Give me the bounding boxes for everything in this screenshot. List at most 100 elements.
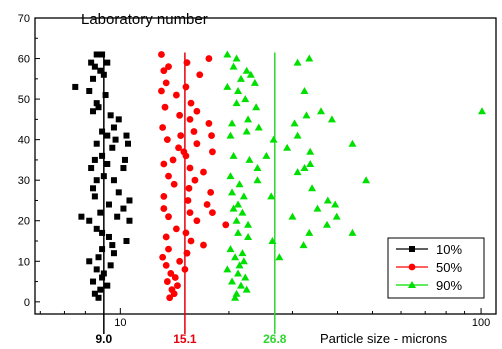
reference-line-label: 15.1 xyxy=(173,332,197,346)
data-point-triangle xyxy=(305,54,314,62)
data-point-triangle xyxy=(223,82,232,90)
data-point-circle xyxy=(165,63,172,71)
data-point-square xyxy=(86,87,93,94)
data-point-circle xyxy=(193,140,201,148)
data-point-circle xyxy=(163,136,171,144)
data-point-circle xyxy=(187,237,195,245)
data-point-square xyxy=(91,290,98,297)
data-point-circle xyxy=(208,132,215,139)
data-point-square xyxy=(78,213,85,220)
data-point-triangle xyxy=(306,147,315,155)
data-point-square xyxy=(107,112,114,119)
data-point-circle xyxy=(163,278,171,285)
data-point-circle xyxy=(165,245,172,253)
data-point-circle xyxy=(169,156,177,164)
data-point-triangle xyxy=(348,139,357,147)
data-point-triangle xyxy=(232,99,241,107)
data-point-triangle xyxy=(299,241,308,249)
x-axis: 10 100 xyxy=(39,308,490,329)
data-point-circle xyxy=(160,160,168,168)
data-point-triangle xyxy=(253,176,262,184)
data-point-triangle xyxy=(244,220,253,228)
data-point-square xyxy=(110,177,117,184)
data-point-triangle xyxy=(234,228,243,236)
reference-lines: 9.0 15.1 26.8 xyxy=(95,52,287,346)
data-point-square xyxy=(104,132,111,139)
data-point-square xyxy=(99,51,106,58)
legend-label: 90% xyxy=(436,278,462,293)
data-point-triangle xyxy=(323,196,332,204)
x-tick-label: 10 xyxy=(114,317,126,329)
series-triangle xyxy=(223,50,487,301)
series-square xyxy=(72,51,133,301)
data-point-circle xyxy=(167,270,175,277)
data-point-square xyxy=(123,132,130,139)
data-point-square xyxy=(86,217,93,224)
data-point-square xyxy=(115,116,122,123)
data-point-triangle xyxy=(228,119,237,127)
x-tick-label: 100 xyxy=(472,317,490,329)
data-point-square xyxy=(109,144,116,151)
data-point-triangle xyxy=(238,249,247,257)
data-point-square xyxy=(100,173,107,180)
data-point-square xyxy=(88,59,95,66)
data-point-circle xyxy=(186,164,194,172)
data-point-triangle xyxy=(252,103,261,111)
data-point-triangle xyxy=(262,151,271,159)
data-point-circle xyxy=(177,132,185,139)
y-tick-label: 0 xyxy=(24,297,30,309)
data-point-triangle xyxy=(223,265,232,273)
reference-line-label: 9.0 xyxy=(95,332,112,346)
data-point-square xyxy=(126,217,133,224)
data-point-circle xyxy=(205,120,213,127)
data-point-triangle xyxy=(223,50,232,58)
data-point-square xyxy=(97,286,104,293)
data-point-circle xyxy=(176,257,184,265)
data-point-square xyxy=(123,238,130,245)
legend: 10% 50% 90% xyxy=(387,237,485,299)
data-point-circle xyxy=(209,209,216,217)
data-point-triangle xyxy=(269,135,278,143)
data-point-triangle xyxy=(362,176,371,184)
data-point-square xyxy=(104,160,111,167)
data-point-circle xyxy=(166,294,174,302)
y-tick-label: 10 xyxy=(18,256,30,268)
data-point-triangle xyxy=(228,277,237,285)
data-point-circle xyxy=(222,221,230,229)
data-point-square xyxy=(124,140,131,147)
data-point-triangle xyxy=(226,172,235,180)
data-point-triangle xyxy=(234,269,243,277)
data-point-triangle xyxy=(232,54,241,62)
data-point-triangle xyxy=(231,253,240,261)
data-point-triangle xyxy=(242,66,251,74)
data-point-triangle xyxy=(235,261,244,269)
data-point-triangle xyxy=(239,257,248,265)
data-point-triangle xyxy=(253,164,262,172)
data-point-circle xyxy=(160,205,168,212)
data-point-circle xyxy=(170,180,178,188)
data-point-triangle xyxy=(246,70,255,78)
data-point-square xyxy=(110,250,117,257)
data-point-triangle xyxy=(331,200,340,208)
data-point-circle xyxy=(174,282,181,290)
data-point-triangle xyxy=(234,200,243,208)
data-point-square xyxy=(99,274,106,281)
data-point-circle xyxy=(196,71,204,79)
y-tick-label: 40 xyxy=(18,135,30,147)
data-point-square xyxy=(95,294,102,301)
data-point-square xyxy=(121,156,128,163)
data-point-circle xyxy=(158,51,165,58)
data-point-triangle xyxy=(302,111,311,119)
data-point-circle xyxy=(186,209,194,217)
data-point-square xyxy=(99,152,106,159)
data-point-triangle xyxy=(293,58,302,66)
reference-line-label: 26.8 xyxy=(263,332,287,346)
data-point-triangle xyxy=(239,192,248,200)
data-point-square xyxy=(95,254,102,261)
data-point-triangle xyxy=(275,253,284,261)
data-point-circle xyxy=(183,249,191,257)
data-point-triangle xyxy=(229,204,238,212)
data-point-square xyxy=(88,165,95,172)
data-point-triangle xyxy=(229,62,238,70)
